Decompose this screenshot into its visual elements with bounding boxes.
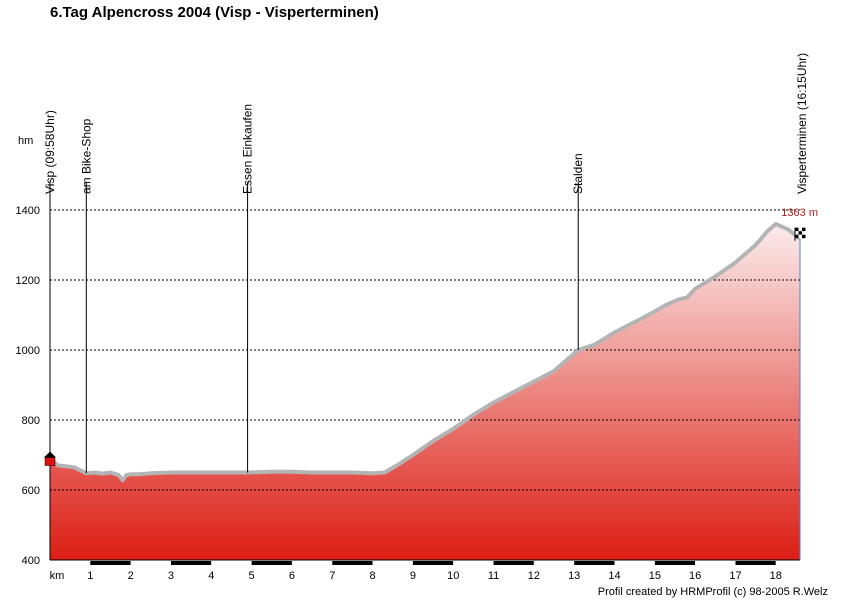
y-tick-label: 1400 [16,205,40,217]
waypoint-label: am Bike-Shop [79,118,93,194]
waypoint-label: Stalden [571,153,585,194]
km-scale-segment [211,561,252,565]
km-scale-segment [533,561,575,565]
y-tick-label: 1000 [16,345,40,357]
waypoint-label: Visperterminen (16:15Uhr) [795,53,809,194]
x-tick-label: 2 [128,570,134,582]
x-tick-label: 3 [168,570,174,582]
x-tick-label: 4 [208,570,214,582]
y-tick-label: 600 [22,485,40,497]
credit-text: Profil created by HRMProfil (c) 98-2005 … [597,586,828,598]
km-scale-segment [775,561,800,565]
km-scale-segment [170,561,212,565]
km-scale-segment [412,561,454,565]
km-scale-segment [50,561,91,565]
x-tick-label: 11 [488,570,499,582]
km-scale-segment [291,561,333,565]
x-tick-label: 12 [528,570,540,582]
x-tick-label: 10 [447,570,459,582]
km-scale-segment [654,561,696,565]
x-tick-label: 17 [729,570,741,582]
km-scale-segment [574,561,615,565]
x-tick-label: 8 [370,570,376,582]
waypoint-label: Essen Einkaufen [241,104,255,194]
elevation-area [50,224,800,560]
x-axis-label: km [50,570,65,582]
km-scale-segment [735,561,776,565]
y-tick-label: 400 [22,555,40,567]
start-marker-icon [44,451,56,458]
x-tick-label: 15 [649,570,661,582]
page-title: 6.Tag Alpencross 2004 (Visp - Visperterm… [50,4,379,21]
x-tick-label: 5 [249,570,255,582]
km-scale-segment [614,561,655,565]
x-tick-label: 16 [689,570,701,582]
y-axis-label: hm [18,135,33,147]
y-tick-label: 1200 [16,275,40,287]
km-scale-segment [493,561,534,565]
y-tick-label: 800 [22,415,40,427]
km-scale-segment [332,561,373,565]
x-tick-label: 13 [568,570,580,582]
km-scale-segment [453,561,494,565]
km-scale-segment [251,561,292,565]
elevation-profile-line [48,222,802,483]
x-tick-label: 1 [87,570,93,582]
x-tick-label: 18 [770,570,782,582]
x-tick-label: 6 [289,570,295,582]
km-scale-segment [130,561,171,565]
x-tick-label: 9 [410,570,416,582]
start-flag-icon [44,457,56,466]
x-tick-label: 7 [329,570,335,582]
end-elevation-label: 1363 m [781,207,818,219]
km-scale-segment [90,561,131,565]
km-scale-segment [695,561,736,565]
finish-flag-icon [794,227,806,241]
km-scale-segment [372,561,413,565]
waypoint-label: Visp (09:58Uhr) [43,110,57,194]
x-tick-label: 14 [608,570,620,582]
